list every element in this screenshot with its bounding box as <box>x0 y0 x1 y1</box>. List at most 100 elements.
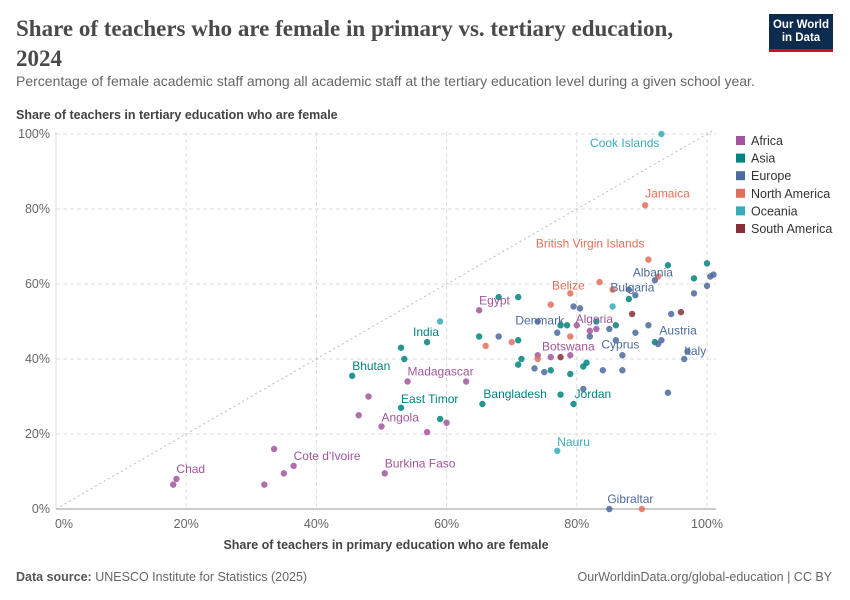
data-point[interactable] <box>541 368 548 376</box>
data-point[interactable] <box>664 262 672 269</box>
data-point[interactable] <box>547 367 554 374</box>
data-point[interactable] <box>638 505 646 513</box>
data-point[interactable] <box>583 359 590 366</box>
data-point[interactable] <box>710 271 717 278</box>
data-point[interactable] <box>515 293 522 301</box>
data-point-labeled[interactable] <box>397 404 405 411</box>
data-point[interactable] <box>619 367 626 374</box>
data-point[interactable] <box>625 295 633 303</box>
data-point[interactable] <box>567 333 574 340</box>
data-point[interactable] <box>515 337 522 344</box>
data-point-labeled[interactable] <box>479 400 486 408</box>
data-point[interactable] <box>703 260 711 267</box>
legend-label[interactable]: Europe <box>751 169 791 183</box>
data-point[interactable] <box>462 378 470 385</box>
data-point-labeled[interactable] <box>534 318 541 325</box>
data-point-labeled[interactable] <box>658 337 665 344</box>
data-point[interactable] <box>475 333 483 340</box>
data-point-labeled[interactable] <box>378 423 385 430</box>
data-point[interactable] <box>482 342 489 350</box>
data-point-labeled[interactable] <box>554 447 561 455</box>
data-point[interactable] <box>563 322 571 329</box>
data-point-labeled[interactable] <box>681 355 688 363</box>
data-point[interactable] <box>580 385 587 393</box>
data-point[interactable] <box>557 353 564 361</box>
data-point[interactable] <box>557 391 564 398</box>
data-point[interactable] <box>625 286 633 293</box>
data-point[interactable] <box>609 303 616 310</box>
data-point[interactable] <box>684 348 691 355</box>
data-point[interactable] <box>397 344 405 351</box>
data-point-labeled[interactable] <box>641 202 649 209</box>
data-point[interactable] <box>557 322 564 329</box>
data-point-labeled[interactable] <box>381 470 388 477</box>
data-point[interactable] <box>586 327 594 335</box>
data-point[interactable] <box>443 419 450 426</box>
data-point[interactable] <box>677 308 685 316</box>
data-point-labeled[interactable] <box>349 372 356 380</box>
data-point-labeled[interactable] <box>632 292 639 299</box>
data-point[interactable] <box>495 333 502 340</box>
data-point-labeled[interactable] <box>645 256 652 263</box>
data-point-labeled[interactable] <box>290 462 297 470</box>
data-point[interactable] <box>401 355 408 363</box>
data-point[interactable] <box>270 445 278 453</box>
data-point[interactable] <box>599 367 607 374</box>
data-point[interactable] <box>531 365 538 372</box>
data-point[interactable] <box>169 481 177 488</box>
data-point-labeled[interactable] <box>606 505 613 513</box>
data-point[interactable] <box>280 470 288 477</box>
data-point-labeled[interactable] <box>658 130 665 138</box>
data-point-labeled[interactable] <box>404 378 411 385</box>
data-point[interactable] <box>554 329 561 336</box>
data-point[interactable] <box>547 301 554 308</box>
data-point-labeled[interactable] <box>423 338 431 346</box>
source-url[interactable]: OurWorldinData.org/global-education | CC… <box>577 570 832 584</box>
data-point-labeled[interactable] <box>173 475 180 483</box>
data-point[interactable] <box>593 318 600 325</box>
data-point[interactable] <box>436 415 444 423</box>
data-point[interactable] <box>567 370 574 378</box>
data-point[interactable] <box>690 290 698 297</box>
data-point-labeled[interactable] <box>593 325 600 333</box>
data-point[interactable] <box>365 393 372 400</box>
data-point-labeled[interactable] <box>567 352 574 359</box>
data-point[interactable] <box>612 337 620 344</box>
data-point[interactable] <box>573 322 580 329</box>
legend-label[interactable]: Asia <box>751 152 775 166</box>
data-point-labeled[interactable] <box>651 277 659 284</box>
data-point[interactable] <box>606 325 613 333</box>
data-point[interactable] <box>576 305 584 312</box>
data-point-labeled[interactable] <box>570 400 577 408</box>
data-point[interactable] <box>632 329 639 336</box>
data-point[interactable] <box>664 389 672 396</box>
data-point-labeled[interactable] <box>475 307 483 314</box>
legend-label[interactable]: Africa <box>751 134 783 148</box>
data-point[interactable] <box>596 278 603 286</box>
data-point[interactable] <box>508 338 515 346</box>
data-point[interactable] <box>515 361 522 368</box>
data-point-labeled[interactable] <box>567 290 574 297</box>
data-point[interactable] <box>612 322 620 329</box>
data-point[interactable] <box>495 293 502 301</box>
data-point[interactable] <box>534 355 541 363</box>
data-point[interactable] <box>355 412 362 419</box>
legend-label[interactable]: North America <box>751 187 830 201</box>
data-point[interactable] <box>667 310 675 318</box>
data-point[interactable] <box>261 481 268 488</box>
data-point[interactable] <box>423 428 431 436</box>
data-point[interactable] <box>570 303 577 310</box>
data-point[interactable] <box>609 286 616 293</box>
data-point[interactable] <box>628 310 636 318</box>
data-point[interactable] <box>436 318 444 325</box>
data-point[interactable] <box>703 282 711 290</box>
data-point[interactable] <box>645 322 652 329</box>
data-point-labeled[interactable] <box>619 352 626 359</box>
data-point[interactable] <box>518 355 525 363</box>
data-point[interactable] <box>586 333 594 340</box>
legend-label[interactable]: Oceania <box>751 204 798 218</box>
legend-label[interactable]: South America <box>751 222 832 236</box>
data-point[interactable] <box>690 275 698 282</box>
data-point[interactable] <box>547 353 554 361</box>
owid-logo[interactable]: Our World in Data <box>769 14 833 52</box>
